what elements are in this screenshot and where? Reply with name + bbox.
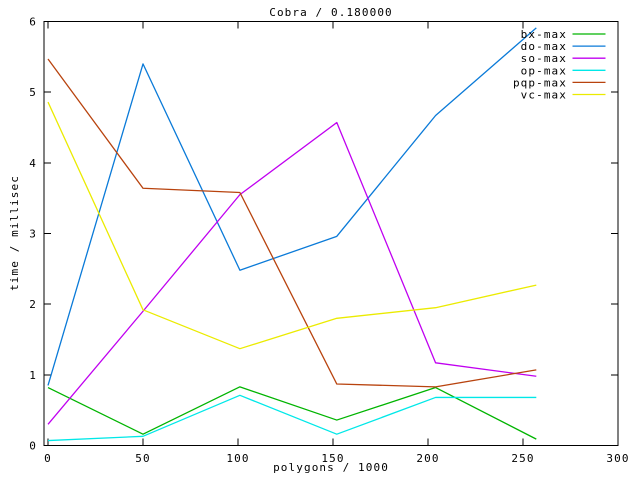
x-tick-label: 0 [44, 452, 52, 465]
legend-label-so-max: so-max [521, 52, 567, 65]
y-tick-label: 4 [29, 157, 37, 170]
x-tick-label: 150 [321, 452, 344, 465]
y-tick-label: 6 [29, 16, 37, 29]
y-tick-label: 2 [29, 298, 37, 311]
series-line-op-max [47, 394, 537, 442]
chart-title: Cobra / 0.180000 [269, 6, 393, 19]
legend-label-do-max: do-max [521, 40, 567, 53]
legend-label-op-max: op-max [521, 64, 567, 77]
series-line-bx-max [47, 386, 537, 440]
legend-label-vc-max: vc-max [521, 89, 567, 102]
series-line-so-max [47, 121, 537, 425]
x-axis-label: polygons / 1000 [273, 461, 389, 474]
x-tick-label: 300 [606, 452, 629, 465]
y-tick-label: 3 [29, 228, 37, 241]
y-tick-label: 5 [29, 86, 37, 99]
y-tick-label: 0 [29, 440, 37, 453]
x-tick-label: 200 [416, 452, 439, 465]
legend-label-bx-max: bx-max [521, 28, 567, 41]
x-tick-label: 100 [226, 452, 249, 465]
y-tick-label: 1 [29, 369, 37, 382]
series-line-pqp-max [47, 58, 537, 388]
x-tick-label: 50 [135, 452, 150, 465]
series-layer [47, 27, 537, 442]
series-line-vc-max [47, 101, 537, 350]
series-line-do-max [47, 27, 537, 386]
x-tick-label: 250 [511, 452, 534, 465]
y-axis-label: time / millisec [8, 175, 21, 291]
axes-layer: 0 50 100 150 200 250 300 0 1 2 3 4 5 6 [29, 16, 629, 466]
legend-label-pqp-max: pqp-max [513, 76, 567, 89]
